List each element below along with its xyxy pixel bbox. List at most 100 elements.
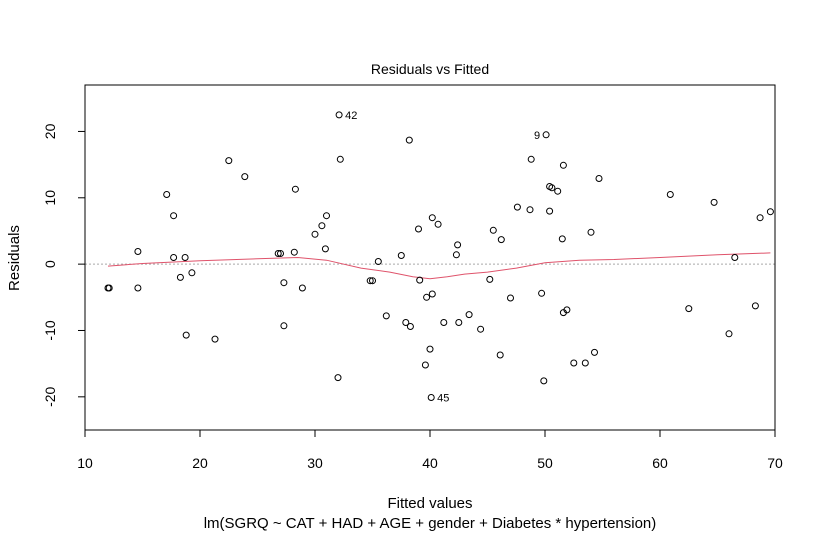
y-tick-label: 0 <box>42 260 58 268</box>
data-point <box>427 394 435 401</box>
data-point <box>426 345 434 353</box>
data-point <box>415 225 422 233</box>
data-point <box>507 294 514 302</box>
data-point <box>423 293 431 301</box>
x-axis: 10 20 30 40 50 60 70 <box>77 429 783 471</box>
data-point <box>163 191 171 198</box>
data-point <box>421 361 429 369</box>
data-point <box>489 226 497 234</box>
data-point <box>731 254 739 261</box>
data-point <box>542 131 550 139</box>
data-point <box>241 173 249 181</box>
data-point <box>298 284 306 292</box>
chart-title: Residuals vs Fitted <box>371 61 489 77</box>
data-point <box>428 214 436 222</box>
data-point <box>374 258 382 265</box>
data-point <box>323 212 330 220</box>
data-point <box>563 306 571 314</box>
y-tick-label: 10 <box>42 190 58 206</box>
data-point <box>182 331 190 339</box>
data-point <box>756 214 764 222</box>
data-point <box>334 374 342 382</box>
x-tick-label: 30 <box>307 455 323 471</box>
data-point <box>402 319 410 326</box>
y-tick-label: -20 <box>42 386 58 406</box>
data-point <box>134 284 142 292</box>
data-point <box>540 377 548 385</box>
point-label: 9 <box>534 130 540 142</box>
data-point <box>274 250 282 257</box>
data-point <box>318 222 326 230</box>
data-point <box>170 212 178 220</box>
data-point <box>581 359 589 367</box>
data-point <box>311 230 319 238</box>
point-labels: 42 9 45 <box>345 110 540 405</box>
data-point <box>595 175 603 182</box>
y-axis-label: Residuals <box>6 225 23 291</box>
data-point <box>465 311 473 319</box>
data-point <box>548 184 556 192</box>
data-point <box>570 359 578 367</box>
data-point <box>336 155 344 163</box>
chart-subtitle: lm(SGRQ ~ CAT + HAD + AGE + gender + Dia… <box>204 515 657 532</box>
y-tick-label: 20 <box>42 123 58 139</box>
data-point <box>587 228 595 236</box>
data-point <box>405 136 413 144</box>
data-point <box>751 302 759 310</box>
x-tick-label: 40 <box>422 455 438 471</box>
x-tick-label: 20 <box>192 455 208 471</box>
smoother-line <box>107 252 771 280</box>
point-label: 42 <box>345 110 357 122</box>
data-point <box>188 269 196 277</box>
data-point <box>766 208 774 216</box>
data-point <box>366 277 374 285</box>
data-point <box>369 277 376 285</box>
data-point <box>416 276 424 284</box>
data-point <box>497 236 505 244</box>
data-point <box>710 198 718 206</box>
data-point <box>406 323 414 330</box>
data-point <box>225 157 233 165</box>
data-point <box>559 161 567 169</box>
data-point <box>321 245 329 253</box>
data-point <box>452 251 460 259</box>
data-point <box>397 252 405 259</box>
data-point <box>176 273 184 281</box>
data-point <box>477 325 485 333</box>
data-point <box>725 330 733 338</box>
data-point <box>428 290 436 298</box>
data-point <box>685 305 693 313</box>
data-point <box>382 312 390 320</box>
y-tick-label: -10 <box>42 320 58 340</box>
point-label: 45 <box>437 392 449 404</box>
plot-frame <box>84 84 776 431</box>
data-point <box>290 248 298 256</box>
data-point <box>546 207 554 215</box>
data-point <box>455 319 463 326</box>
data-point <box>277 250 284 257</box>
data-point <box>335 111 343 119</box>
data-point <box>291 185 299 193</box>
y-axis: -20 -10 0 10 20 <box>42 123 86 407</box>
data-point <box>486 275 494 283</box>
data-point <box>554 187 562 195</box>
data-point <box>526 206 534 214</box>
x-axis-label: Fitted values <box>387 495 472 512</box>
data-point <box>496 351 504 359</box>
data-point <box>181 254 189 261</box>
data-point <box>211 335 219 343</box>
data-point <box>454 241 462 249</box>
data-point <box>105 284 113 292</box>
data-point <box>591 348 598 356</box>
data-point <box>134 248 142 255</box>
x-tick-label: 50 <box>537 455 553 471</box>
data-point <box>434 220 442 228</box>
points-layer <box>104 111 774 401</box>
data-point <box>666 191 674 198</box>
data-point <box>280 322 288 330</box>
data-point <box>440 319 448 326</box>
data-point <box>527 155 535 163</box>
x-tick-label: 70 <box>767 455 783 471</box>
data-point <box>513 203 521 211</box>
